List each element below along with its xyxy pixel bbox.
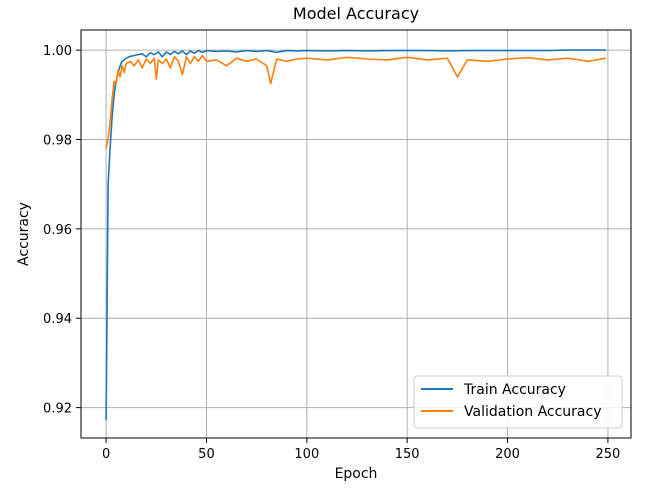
x-tick-label: 250	[596, 447, 621, 462]
y-tick-label: 1.00	[43, 44, 72, 59]
y-axis-label: Accuracy	[16, 202, 32, 266]
x-axis-label: Epoch	[335, 466, 378, 482]
legend-box	[413, 375, 623, 429]
plot-frame	[80, 29, 632, 439]
ticks: 0 50 100 150 200 250 0.92 0.94 0.96 0.98 1.00	[43, 44, 620, 462]
grid	[81, 30, 631, 438]
x-tick-label: 0	[102, 447, 110, 462]
train-accuracy-line	[105, 49, 606, 421]
legend-label-validation: Validation Accuracy	[464, 404, 602, 420]
legend-label-train: Train Accuracy	[463, 382, 566, 398]
series-lines	[105, 49, 607, 421]
legend: Train Accuracy Validation Accuracy	[413, 375, 623, 429]
x-tick-label: 150	[395, 447, 420, 462]
x-tick-label: 50	[198, 447, 215, 462]
x-tick-label: 100	[294, 447, 319, 462]
y-tick-label: 0.92	[43, 402, 72, 417]
y-tick-label: 0.98	[43, 133, 72, 148]
x-tick-label: 200	[495, 447, 520, 462]
y-tick-label: 0.94	[43, 312, 72, 327]
validation-accuracy-line	[105, 54, 607, 149]
chart-title: Model Accuracy	[293, 4, 419, 23]
y-tick-label: 0.96	[43, 223, 72, 238]
